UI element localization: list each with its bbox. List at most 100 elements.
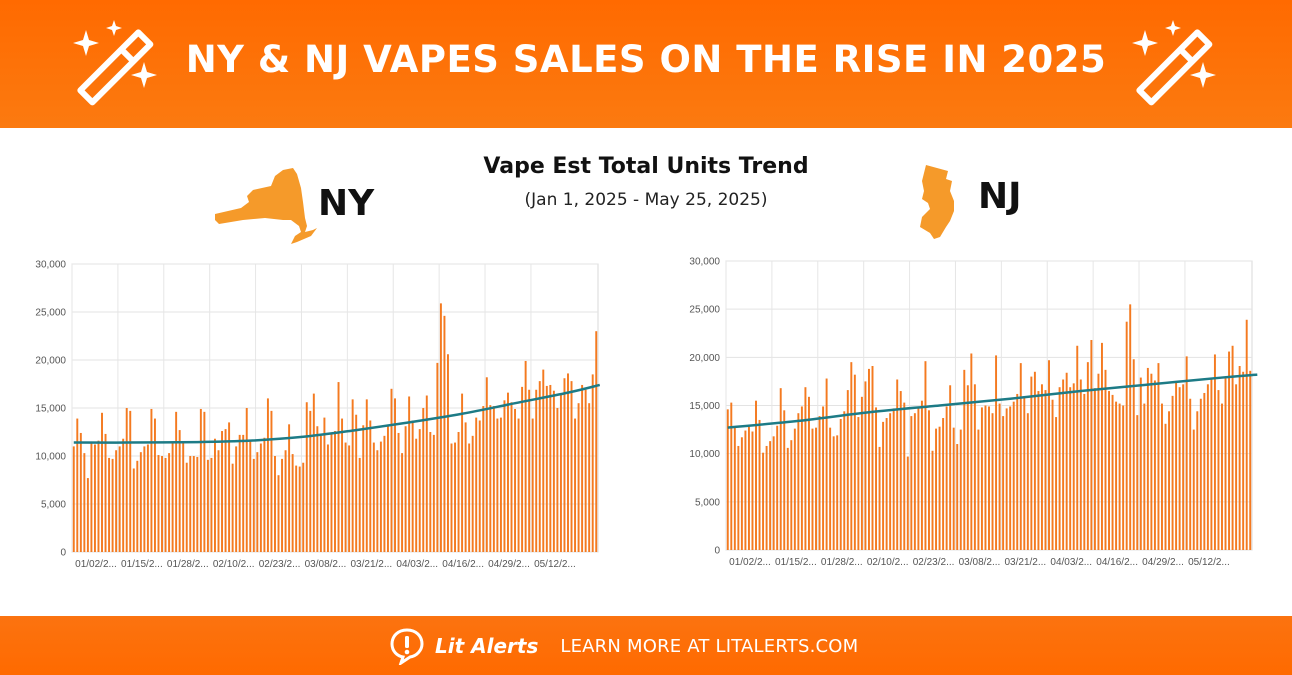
bar bbox=[203, 411, 206, 552]
bar bbox=[408, 396, 411, 552]
bar bbox=[150, 408, 153, 552]
bar bbox=[175, 411, 178, 552]
bar bbox=[1136, 415, 1139, 550]
bar bbox=[556, 408, 559, 552]
bar bbox=[429, 432, 432, 552]
bar bbox=[341, 418, 344, 552]
bar bbox=[454, 442, 456, 552]
bar bbox=[836, 435, 839, 550]
bar bbox=[143, 446, 146, 552]
bar bbox=[97, 440, 100, 552]
bar bbox=[577, 403, 580, 552]
bar bbox=[980, 407, 983, 550]
x-tick-label: 03/08/2... bbox=[959, 557, 1001, 568]
bar bbox=[952, 427, 955, 550]
bar bbox=[1118, 403, 1121, 550]
bar bbox=[422, 408, 425, 552]
bar bbox=[1153, 380, 1156, 550]
x-tick-label: 02/10/2... bbox=[867, 557, 909, 568]
learn-more-link[interactable]: LEARN MORE AT LITALERTS.COM bbox=[560, 635, 859, 657]
bar bbox=[383, 435, 386, 552]
bar bbox=[386, 425, 389, 552]
bar bbox=[584, 389, 587, 552]
x-tick-label: 01/02/2... bbox=[75, 559, 117, 570]
ny-chart-svg: 0 5,000 10,000 15,000 20,000 25,000 30,000 01/0… bbox=[35, 260, 601, 570]
bar bbox=[376, 450, 379, 552]
bar bbox=[949, 385, 952, 550]
bar bbox=[185, 462, 188, 552]
bar bbox=[875, 407, 878, 550]
bar bbox=[221, 431, 224, 552]
bar bbox=[786, 447, 789, 550]
bar bbox=[988, 406, 990, 550]
bar bbox=[800, 406, 803, 550]
bar bbox=[199, 408, 202, 552]
bar bbox=[1058, 387, 1061, 550]
bar bbox=[1231, 345, 1234, 550]
bar bbox=[1213, 354, 1216, 550]
x-tick-label: 04/16/2... bbox=[1096, 557, 1138, 568]
bar bbox=[196, 456, 199, 552]
bar bbox=[284, 450, 287, 552]
alert-bubble-icon bbox=[390, 628, 424, 665]
bar bbox=[182, 441, 185, 552]
bar bbox=[274, 456, 276, 552]
y-tick-label: 25,000 bbox=[35, 308, 66, 319]
bar bbox=[277, 475, 280, 552]
bar bbox=[1203, 392, 1206, 550]
bar bbox=[245, 408, 248, 552]
y-tick-label: 0 bbox=[60, 548, 66, 559]
bar bbox=[528, 389, 531, 552]
footer-banner: Lit Alerts LEARN MORE AT LITALERTS.COM bbox=[0, 616, 1292, 675]
bar bbox=[210, 457, 213, 552]
bar bbox=[825, 378, 828, 550]
bar bbox=[984, 405, 987, 550]
bar bbox=[931, 450, 934, 550]
bar bbox=[935, 428, 938, 550]
bar bbox=[337, 382, 340, 552]
bar bbox=[892, 408, 895, 550]
bar bbox=[86, 478, 89, 552]
bar bbox=[843, 411, 846, 550]
bar bbox=[496, 418, 499, 552]
bar bbox=[998, 403, 1001, 550]
bar bbox=[1005, 408, 1008, 550]
bar bbox=[913, 413, 916, 550]
bar bbox=[839, 418, 842, 550]
bar bbox=[1125, 321, 1128, 550]
bar bbox=[744, 430, 747, 550]
bar bbox=[291, 454, 294, 552]
bar bbox=[906, 456, 909, 550]
bar bbox=[1090, 339, 1093, 550]
bar bbox=[446, 354, 449, 552]
bar bbox=[903, 402, 906, 550]
magic-wand-icon bbox=[73, 20, 157, 106]
bar bbox=[1030, 376, 1033, 550]
bar bbox=[1224, 378, 1227, 550]
bar bbox=[309, 410, 312, 552]
bar bbox=[224, 429, 227, 552]
magic-wand-icon bbox=[1132, 20, 1216, 106]
bar bbox=[443, 315, 446, 552]
bar bbox=[928, 410, 930, 550]
y-tick-label: 15,000 bbox=[35, 404, 66, 415]
bar bbox=[464, 422, 467, 552]
x-tick-label: 02/23/2... bbox=[913, 557, 955, 568]
bar bbox=[125, 408, 128, 552]
bar bbox=[1111, 394, 1114, 550]
y-tick-label: 30,000 bbox=[35, 260, 66, 271]
bar bbox=[503, 400, 506, 552]
bar bbox=[362, 425, 365, 552]
bar bbox=[549, 384, 552, 552]
bar bbox=[401, 453, 404, 552]
state-label-ny: NY bbox=[318, 183, 375, 224]
bar bbox=[217, 450, 220, 552]
bar bbox=[1189, 398, 1192, 550]
bar bbox=[252, 458, 255, 552]
bar bbox=[514, 408, 517, 552]
bar bbox=[1245, 319, 1248, 550]
bar bbox=[1083, 393, 1086, 550]
bar bbox=[1199, 398, 1202, 550]
bar bbox=[868, 368, 870, 550]
bar bbox=[765, 445, 768, 550]
